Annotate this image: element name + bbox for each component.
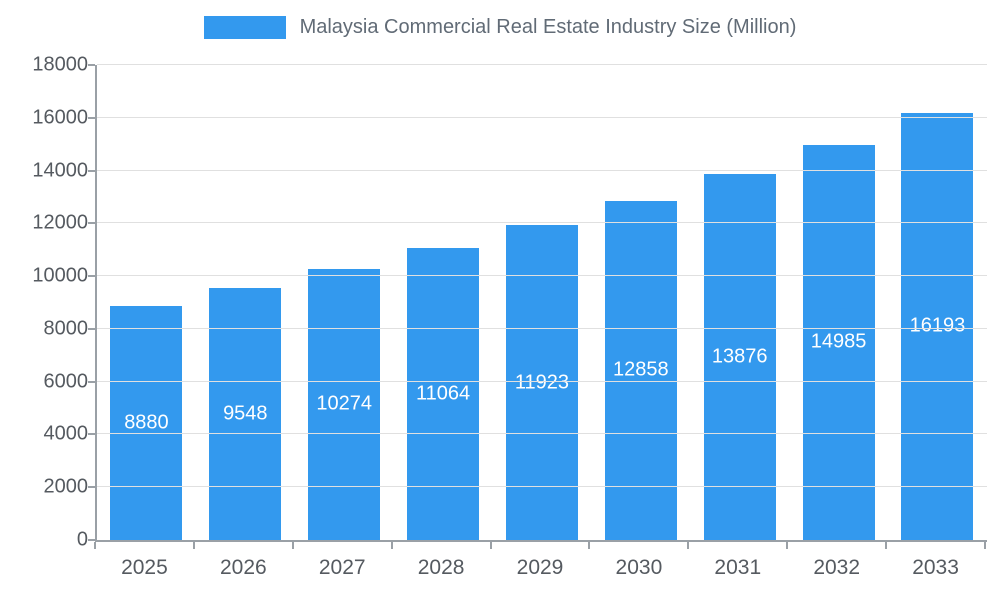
y-tick-label: 6000 bbox=[43, 370, 89, 393]
x-axis-tick bbox=[786, 542, 789, 549]
y-tick-label: 18000 bbox=[32, 53, 88, 76]
x-tick-label: 2026 bbox=[219, 556, 267, 579]
y-axis-tick bbox=[88, 169, 95, 172]
y-tick-label: 12000 bbox=[32, 211, 88, 234]
bar-value-label: 9548 bbox=[223, 402, 268, 425]
gridline bbox=[97, 64, 987, 65]
chart-title: Malaysia Commercial Real Estate Industry… bbox=[299, 16, 797, 38]
bar-value-label: 11064 bbox=[415, 382, 471, 405]
y-axis-tick bbox=[88, 486, 95, 489]
y-axis-tick bbox=[88, 222, 95, 225]
bars-container: 8880 9548 10274 11064 11923 12858 13876 14985 16… bbox=[97, 65, 987, 540]
y-axis-tick bbox=[88, 433, 95, 436]
bar: 11923 bbox=[505, 225, 578, 540]
bar: 14985 bbox=[802, 144, 875, 540]
bar: 9548 bbox=[209, 288, 282, 540]
y-tick-label: 16000 bbox=[32, 106, 88, 129]
y-tick-label: 8000 bbox=[43, 317, 89, 340]
x-tick-label: 2025 bbox=[121, 556, 168, 579]
bar-value-label: 12858 bbox=[613, 358, 669, 381]
bar: 16193 bbox=[901, 112, 974, 540]
x-tick-label: 2033 bbox=[912, 556, 959, 579]
x-tick-label: 2032 bbox=[813, 556, 861, 579]
y-tick-label: 0 bbox=[76, 528, 88, 551]
y-axis-tick bbox=[88, 539, 95, 541]
bar-value-label: 8880 bbox=[124, 411, 169, 434]
x-axis-tick bbox=[588, 542, 591, 549]
gridline bbox=[97, 116, 987, 118]
legend-swatch bbox=[203, 16, 286, 39]
x-axis-tick bbox=[489, 542, 492, 549]
bar: 8880 bbox=[110, 305, 183, 540]
x-tick-label: 2029 bbox=[516, 556, 564, 579]
y-axis-tick bbox=[88, 116, 95, 119]
y-tick-label: 14000 bbox=[32, 159, 88, 182]
x-axis-tick bbox=[94, 542, 96, 549]
x-tick-label: 2027 bbox=[318, 556, 366, 579]
bar-value-label: 16193 bbox=[909, 314, 966, 337]
gridline bbox=[97, 327, 987, 329]
y-axis-tick bbox=[88, 64, 95, 66]
bar-value-label: 13876 bbox=[711, 345, 768, 368]
bar: 13876 bbox=[703, 173, 776, 540]
bar: 11064 bbox=[407, 248, 480, 540]
legend: Malaysia Commercial Real Estate Industry… bbox=[0, 16, 1000, 39]
x-tick-label: 2028 bbox=[417, 556, 465, 579]
gridline bbox=[97, 275, 987, 277]
y-tick-label: 2000 bbox=[43, 475, 89, 498]
gridline bbox=[97, 433, 987, 435]
x-axis-tick bbox=[291, 542, 294, 549]
x-axis-tick bbox=[390, 542, 393, 549]
bar-value-label: 11923 bbox=[514, 371, 569, 394]
gridline bbox=[97, 486, 987, 488]
x-axis-tick bbox=[192, 542, 195, 549]
y-axis-tick bbox=[88, 380, 95, 383]
y-tick-label: 4000 bbox=[43, 422, 89, 445]
x-axis-labels: 2025 2026 2027 2028 2029 2030 2031 2032 2033 bbox=[95, 556, 985, 580]
plot-area: 8880 9548 10274 11064 11923 12858 13876 14985 16… bbox=[95, 64, 987, 542]
y-tick-label: 10000 bbox=[32, 264, 88, 287]
x-axis-tick bbox=[885, 542, 888, 549]
x-axis-tick bbox=[984, 542, 986, 549]
gridline bbox=[97, 169, 987, 171]
x-tick-label: 2030 bbox=[615, 556, 663, 579]
x-axis-tick bbox=[687, 542, 690, 549]
bar-value-label: 10274 bbox=[316, 392, 372, 415]
gridline bbox=[97, 380, 987, 382]
y-axis-tick bbox=[88, 275, 95, 278]
bar: 12858 bbox=[604, 200, 677, 540]
x-tick-label: 2031 bbox=[714, 556, 762, 579]
bar-value-label: 14985 bbox=[810, 330, 867, 353]
bar: 10274 bbox=[308, 268, 381, 540]
gridline bbox=[97, 222, 987, 224]
y-axis-tick bbox=[88, 327, 95, 330]
